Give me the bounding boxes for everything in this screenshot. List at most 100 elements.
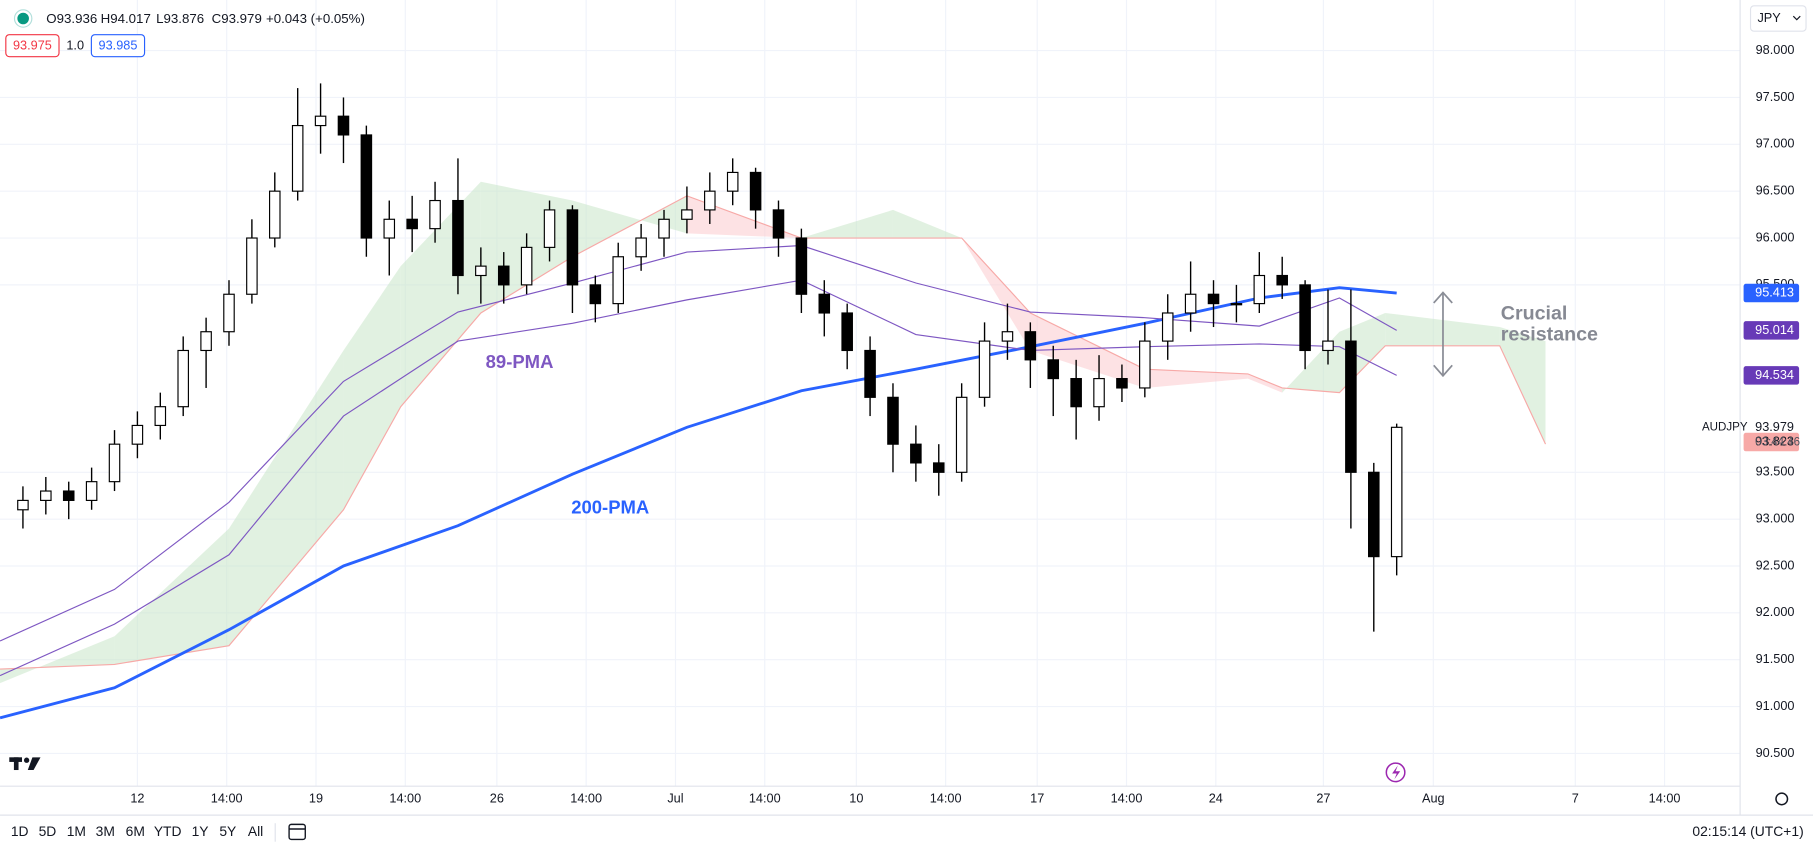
x-tick-label: Aug xyxy=(1422,790,1445,805)
x-tick-label: 26 xyxy=(490,790,504,805)
range-button[interactable]: 1M xyxy=(67,823,86,839)
price-label: 95.413 xyxy=(1755,284,1794,299)
resistance-arrow xyxy=(1433,291,1453,378)
event-icon[interactable] xyxy=(1385,762,1406,783)
cloud-segment xyxy=(1499,327,1546,445)
candle-body xyxy=(566,209,579,286)
buy-price[interactable]: 93.985 xyxy=(99,38,138,53)
candle-body xyxy=(497,265,510,286)
candle-body xyxy=(62,490,75,501)
candle-body xyxy=(589,284,602,305)
y-tick-label: 92.500 xyxy=(1756,557,1795,572)
range-button[interactable]: 6M xyxy=(126,823,145,839)
candle-body xyxy=(177,349,189,408)
candle-body xyxy=(1139,340,1151,389)
sell-price[interactable]: 93.975 xyxy=(13,38,52,53)
candle-body xyxy=(1322,340,1334,352)
y-tick-label: 91.000 xyxy=(1756,698,1795,713)
range-button[interactable]: 1Y xyxy=(192,823,209,839)
plot-area: 200-PMA 89-PMA xyxy=(0,0,1741,787)
y-tick-label: 97.000 xyxy=(1756,136,1795,151)
price-label-box xyxy=(1743,321,1800,340)
candle-body xyxy=(818,293,831,314)
tradingview-logo xyxy=(9,757,41,771)
x-tick-label: 14:00 xyxy=(1649,790,1681,805)
cloud-segment xyxy=(1030,312,1145,388)
ohlc-open: O93.936 xyxy=(46,11,97,26)
ohlc-low: L93.876 xyxy=(156,11,204,26)
x-tick-label: 17 xyxy=(1030,790,1044,805)
candle-body xyxy=(475,265,487,277)
candle-body xyxy=(520,246,533,286)
candle-body xyxy=(726,171,739,192)
candle-body xyxy=(291,124,304,192)
date-range-icon[interactable] xyxy=(288,823,306,841)
x-tick-label: 24 xyxy=(1209,790,1223,805)
range-button[interactable]: All xyxy=(248,823,263,839)
candle-body xyxy=(1299,284,1311,352)
range-button[interactable]: YTD xyxy=(154,823,182,839)
candle-body xyxy=(40,490,52,501)
candle-body xyxy=(681,209,693,220)
candle-body xyxy=(154,406,167,427)
candle-body xyxy=(383,218,396,239)
annotation-line: Crucial xyxy=(1501,303,1568,325)
clock[interactable]: 02:15:14 (UTC+1) xyxy=(1692,823,1803,839)
currency-caret xyxy=(1792,15,1801,21)
settings-icon[interactable] xyxy=(1775,792,1789,806)
countdown: 03:44:46 xyxy=(1755,436,1800,448)
cloud-segment xyxy=(572,195,687,257)
range-button[interactable]: 5Y xyxy=(219,823,236,839)
range-button[interactable]: 5D xyxy=(39,823,57,839)
candle-body xyxy=(772,209,785,239)
quantity: 1.0 xyxy=(66,38,84,53)
cloud-segment xyxy=(801,209,893,239)
y-tick-label: 96.500 xyxy=(1756,183,1795,198)
candle-body xyxy=(543,209,556,248)
range-button[interactable]: 3M xyxy=(96,823,115,839)
symbol-label: AUDJPY xyxy=(1702,421,1748,433)
ma-line xyxy=(0,279,1397,677)
candle-body xyxy=(108,443,121,483)
candle-body xyxy=(269,190,281,239)
candle-body xyxy=(795,237,808,295)
candle-body xyxy=(1024,331,1037,361)
candle-body xyxy=(246,237,258,295)
candle-body xyxy=(704,190,716,211)
status-dot xyxy=(15,10,32,27)
candle-body xyxy=(1001,331,1014,342)
candle-body xyxy=(337,115,350,136)
candle-body xyxy=(887,396,899,445)
x-tick-label: 14:00 xyxy=(930,790,962,805)
sell-button[interactable] xyxy=(5,34,60,58)
currency-button[interactable] xyxy=(1749,5,1807,32)
candle-body xyxy=(1184,293,1197,314)
range-button[interactable]: 1D xyxy=(11,823,29,839)
candle-body xyxy=(1207,293,1220,305)
candle-body xyxy=(200,331,212,352)
x-tick-label: 14:00 xyxy=(389,790,421,805)
candle-body xyxy=(452,199,464,277)
buy-button[interactable] xyxy=(90,34,146,58)
x-tick-label: 7 xyxy=(1572,790,1579,805)
candle-body xyxy=(360,134,373,239)
ohlc-close: C93.979 xyxy=(212,11,262,26)
candle-body xyxy=(1253,274,1266,305)
candle-body xyxy=(1116,378,1128,389)
price-label-box xyxy=(1743,432,1800,452)
series-label: 200-PMA xyxy=(571,497,649,518)
candle-body xyxy=(85,481,98,501)
candle-body xyxy=(932,462,945,473)
candle-body xyxy=(1230,303,1243,306)
x-tick-label: 14:00 xyxy=(749,790,781,805)
y-tick-label: 97.500 xyxy=(1756,89,1795,104)
y-tick-label: 96.000 xyxy=(1756,229,1795,244)
y-tick-label: 91.500 xyxy=(1756,651,1795,666)
candle-body xyxy=(131,424,144,445)
currency[interactable]: JPY xyxy=(1757,10,1781,25)
x-tick-label: 14:00 xyxy=(570,790,602,805)
cloud-span-line xyxy=(0,195,1547,670)
status-ring xyxy=(13,9,33,28)
y-tick-label: 92.000 xyxy=(1756,604,1795,619)
